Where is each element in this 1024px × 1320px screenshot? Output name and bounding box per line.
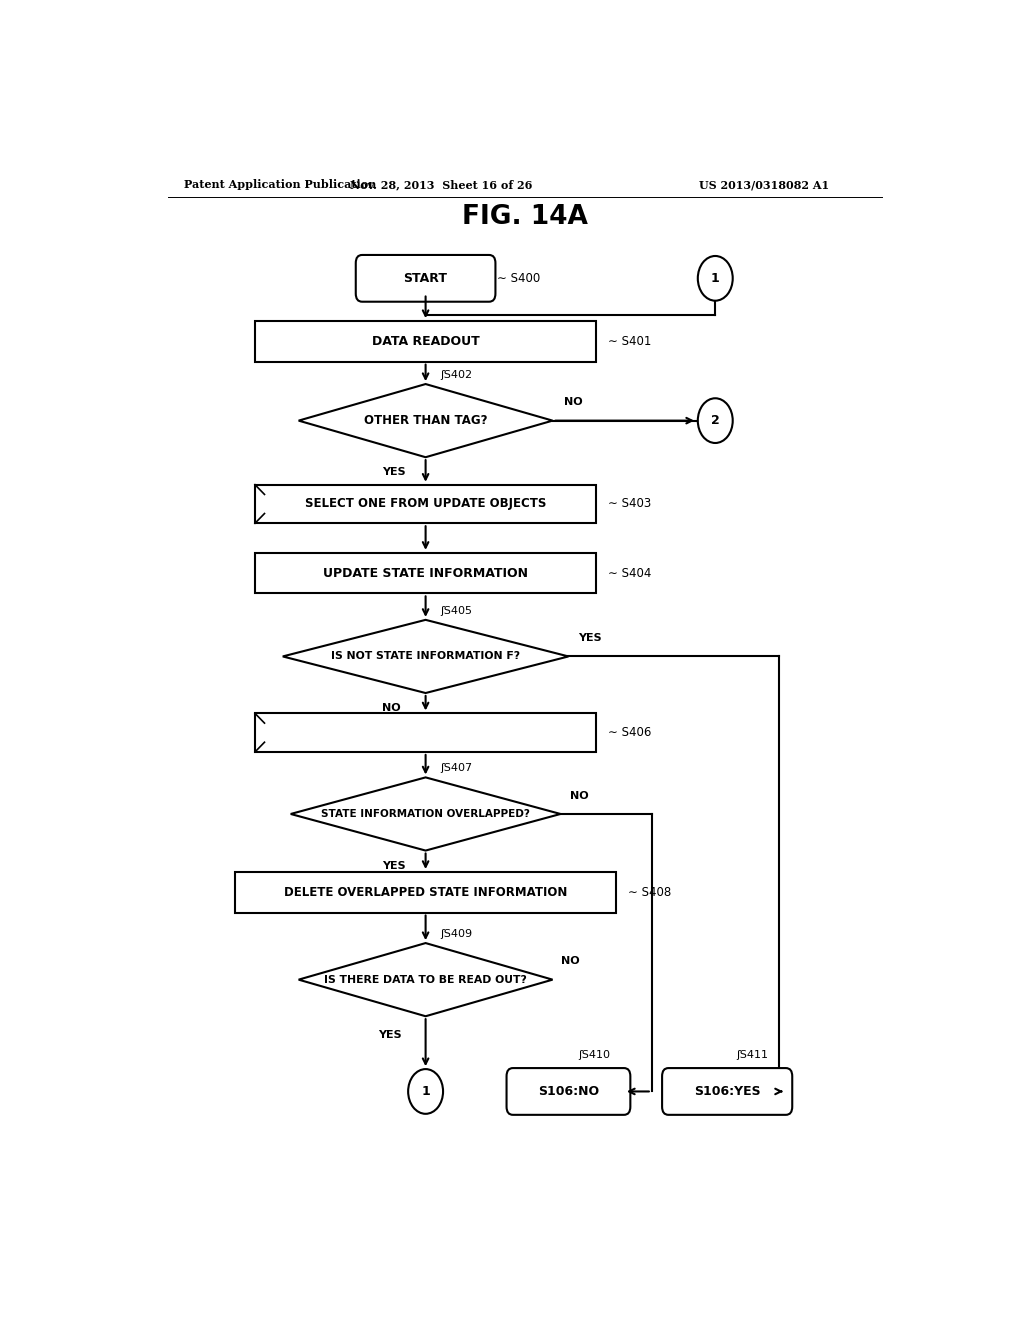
Bar bbox=[236, 873, 616, 912]
Text: ʃS410: ʃS410 bbox=[578, 1049, 610, 1060]
Bar bbox=[255, 321, 596, 362]
Text: FIG. 14A: FIG. 14A bbox=[462, 205, 588, 231]
Polygon shape bbox=[299, 942, 553, 1016]
Text: NO: NO bbox=[570, 791, 589, 801]
Text: YES: YES bbox=[578, 634, 601, 643]
Text: ∼ S401: ∼ S401 bbox=[608, 335, 651, 348]
Text: 1: 1 bbox=[711, 272, 720, 285]
Text: DATA READOUT: DATA READOUT bbox=[372, 335, 479, 348]
Polygon shape bbox=[283, 620, 568, 693]
Text: Nov. 28, 2013  Sheet 16 of 26: Nov. 28, 2013 Sheet 16 of 26 bbox=[350, 180, 532, 190]
Text: OTHER THAN TAG?: OTHER THAN TAG? bbox=[364, 414, 487, 428]
Text: ʃS411: ʃS411 bbox=[736, 1049, 769, 1060]
Text: SELECT ONE FROM UPDATE OBJECTS: SELECT ONE FROM UPDATE OBJECTS bbox=[305, 498, 546, 511]
Circle shape bbox=[409, 1069, 443, 1114]
Text: ∼ S404: ∼ S404 bbox=[608, 566, 651, 579]
FancyBboxPatch shape bbox=[507, 1068, 631, 1115]
Text: UPDATE STATE INFORMATION: UPDATE STATE INFORMATION bbox=[324, 566, 528, 579]
Text: US 2013/0318082 A1: US 2013/0318082 A1 bbox=[699, 180, 829, 190]
Text: ʃS407: ʃS407 bbox=[440, 763, 472, 774]
Polygon shape bbox=[291, 777, 560, 850]
Polygon shape bbox=[299, 384, 553, 457]
Text: NO: NO bbox=[382, 704, 400, 713]
Text: ∼ S403: ∼ S403 bbox=[608, 498, 651, 511]
Text: ∼ S400: ∼ S400 bbox=[497, 272, 541, 285]
Text: IS NOT STATE INFORMATION F?: IS NOT STATE INFORMATION F? bbox=[331, 652, 520, 661]
Text: STATE INFORMATION OVERLAPPED?: STATE INFORMATION OVERLAPPED? bbox=[322, 809, 530, 818]
Text: ∼ S408: ∼ S408 bbox=[628, 886, 671, 899]
Text: S106:YES: S106:YES bbox=[694, 1085, 761, 1098]
Text: YES: YES bbox=[378, 1030, 401, 1040]
FancyBboxPatch shape bbox=[355, 255, 496, 302]
Text: 2: 2 bbox=[711, 414, 720, 428]
Text: ʃS402: ʃS402 bbox=[440, 370, 472, 380]
Text: 1: 1 bbox=[421, 1085, 430, 1098]
Text: Patent Application Publication: Patent Application Publication bbox=[183, 180, 376, 190]
Text: YES: YES bbox=[382, 467, 406, 478]
Circle shape bbox=[697, 256, 733, 301]
Text: ʃS405: ʃS405 bbox=[440, 606, 472, 615]
Text: DELETE OVERLAPPED STATE INFORMATION: DELETE OVERLAPPED STATE INFORMATION bbox=[284, 886, 567, 899]
Text: START: START bbox=[403, 272, 447, 285]
Text: ʃS409: ʃS409 bbox=[440, 929, 472, 939]
FancyBboxPatch shape bbox=[663, 1068, 793, 1115]
Text: ∼ S406: ∼ S406 bbox=[608, 726, 651, 739]
Text: NO: NO bbox=[564, 397, 583, 408]
Bar bbox=[255, 484, 596, 523]
Text: S106:NO: S106:NO bbox=[538, 1085, 599, 1098]
Circle shape bbox=[697, 399, 733, 444]
Text: YES: YES bbox=[382, 861, 406, 871]
Bar bbox=[255, 713, 596, 752]
Bar bbox=[255, 553, 596, 594]
Text: NO: NO bbox=[560, 957, 580, 966]
Text: IS THERE DATA TO BE READ OUT?: IS THERE DATA TO BE READ OUT? bbox=[325, 974, 527, 985]
